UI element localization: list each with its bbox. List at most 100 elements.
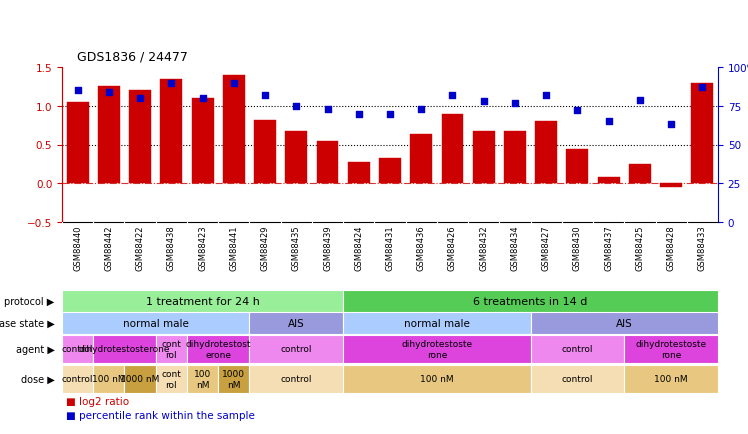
Text: GSM88442: GSM88442 — [105, 224, 114, 270]
Point — [259, 92, 271, 99]
Text: GSM88440: GSM88440 — [73, 224, 82, 270]
Point — [447, 92, 459, 99]
Point — [290, 103, 302, 110]
Text: 1000
nM: 1000 nM — [222, 369, 245, 389]
Text: cont
rol: cont rol — [162, 339, 181, 359]
Text: protocol ▶: protocol ▶ — [4, 296, 55, 306]
Text: GSM88428: GSM88428 — [666, 224, 675, 270]
Text: GSM88429: GSM88429 — [260, 224, 269, 270]
Point — [322, 106, 334, 113]
Text: AIS: AIS — [288, 318, 304, 328]
Bar — [316, 142, 338, 184]
Bar — [343, 365, 530, 394]
Bar — [504, 132, 526, 184]
Text: disease state ▶: disease state ▶ — [0, 318, 55, 328]
Bar — [530, 313, 718, 334]
Text: 100 nM: 100 nM — [420, 375, 454, 384]
Text: dihydrotestost
erone: dihydrotestost erone — [186, 339, 251, 359]
Point — [72, 88, 84, 95]
Text: control: control — [62, 375, 94, 384]
Text: 6 treatments in 14 d: 6 treatments in 14 d — [473, 296, 588, 306]
Bar — [691, 83, 714, 184]
Bar — [625, 335, 718, 364]
Bar — [411, 135, 432, 184]
Bar — [530, 335, 625, 364]
Text: normal male: normal male — [123, 318, 188, 328]
Point — [134, 95, 146, 102]
Text: GSM88434: GSM88434 — [510, 224, 519, 270]
Bar — [187, 335, 249, 364]
Text: normal male: normal male — [404, 318, 470, 328]
Bar — [343, 313, 530, 334]
Point — [634, 97, 646, 104]
Bar — [625, 365, 718, 394]
Bar — [62, 313, 249, 334]
Bar — [249, 335, 343, 364]
Bar — [218, 365, 249, 394]
Point — [478, 99, 490, 105]
Bar — [62, 335, 94, 364]
Text: 100
nM: 100 nM — [194, 369, 211, 389]
Text: 1 treatment for 24 h: 1 treatment for 24 h — [146, 296, 260, 306]
Point — [103, 89, 115, 96]
Point — [696, 85, 708, 92]
Text: GSM88439: GSM88439 — [323, 224, 332, 270]
Point — [665, 122, 677, 128]
Point — [197, 95, 209, 102]
Text: ■ log2 ratio: ■ log2 ratio — [66, 397, 129, 407]
Bar — [249, 365, 343, 394]
Text: GSM88433: GSM88433 — [698, 224, 707, 270]
Bar — [566, 150, 589, 184]
Point — [353, 111, 365, 118]
Bar — [598, 178, 619, 184]
Text: AIS: AIS — [616, 318, 633, 328]
Text: 1000 nM: 1000 nM — [120, 375, 160, 384]
Point — [384, 111, 396, 118]
Bar — [160, 79, 183, 184]
Bar — [187, 365, 218, 394]
Bar — [473, 132, 494, 184]
Point — [603, 118, 615, 125]
Bar — [530, 365, 625, 394]
Bar — [254, 120, 276, 184]
Bar — [124, 365, 156, 394]
Text: GSM88431: GSM88431 — [385, 224, 394, 270]
Point — [165, 80, 177, 87]
Bar — [660, 184, 682, 187]
Text: GDS1836 / 24477: GDS1836 / 24477 — [77, 51, 188, 64]
Bar — [223, 76, 245, 184]
Text: control: control — [562, 345, 593, 354]
Text: dihydrotestoste
rone: dihydrotestoste rone — [401, 339, 473, 359]
Text: control: control — [280, 375, 312, 384]
Text: GSM88430: GSM88430 — [573, 224, 582, 270]
Bar — [62, 365, 94, 394]
Text: dose ▶: dose ▶ — [21, 374, 55, 384]
Text: GSM88435: GSM88435 — [292, 224, 301, 270]
Bar — [62, 291, 343, 312]
Text: GSM88432: GSM88432 — [479, 224, 488, 270]
Bar — [343, 335, 530, 364]
Text: GSM88424: GSM88424 — [355, 224, 364, 270]
Text: control: control — [62, 345, 94, 354]
Text: GSM88437: GSM88437 — [604, 224, 613, 270]
Text: 100 nM: 100 nM — [92, 375, 126, 384]
Bar — [98, 87, 120, 184]
Bar — [348, 162, 370, 184]
Text: GSM88441: GSM88441 — [230, 224, 239, 270]
Bar — [379, 158, 401, 184]
Text: cont
rol: cont rol — [162, 369, 181, 389]
Text: dihydrotestosterone: dihydrotestosterone — [79, 345, 171, 354]
Text: dihydrotestoste
rone: dihydrotestoste rone — [636, 339, 707, 359]
Text: control: control — [562, 375, 593, 384]
Point — [571, 108, 583, 115]
Text: GSM88436: GSM88436 — [417, 224, 426, 270]
Bar — [67, 102, 88, 184]
Bar — [156, 365, 187, 394]
Point — [415, 106, 427, 113]
Bar — [129, 91, 151, 184]
Text: 100 nM: 100 nM — [654, 375, 688, 384]
Text: GSM88438: GSM88438 — [167, 224, 176, 270]
Point — [540, 92, 552, 99]
Bar — [536, 122, 557, 184]
Text: control: control — [280, 345, 312, 354]
